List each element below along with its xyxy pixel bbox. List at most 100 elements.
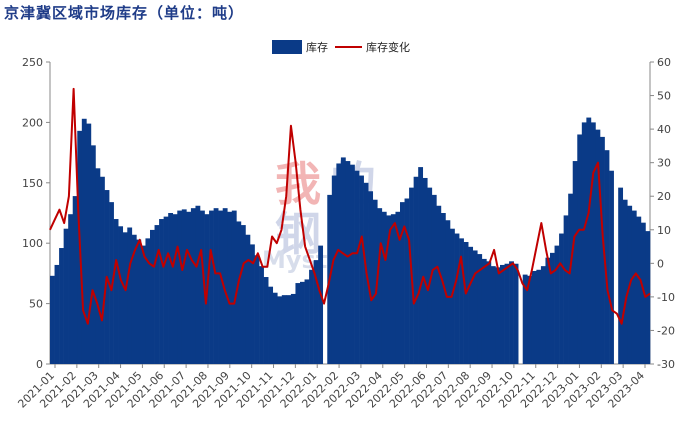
bar: [372, 199, 378, 364]
bar: [390, 214, 396, 364]
bar: [200, 210, 205, 364]
bar: [304, 279, 310, 364]
bar: [354, 170, 360, 364]
bar: [86, 123, 92, 364]
bar: [581, 122, 587, 365]
bar: [118, 226, 124, 364]
bar: [577, 134, 583, 364]
bar: [531, 270, 537, 364]
bar: [150, 229, 155, 364]
bar: [545, 257, 551, 364]
bar: [568, 193, 574, 364]
bar: [186, 211, 192, 364]
bar: [381, 211, 387, 364]
bar: [472, 250, 478, 364]
bar: [486, 261, 492, 364]
bar: [395, 211, 401, 364]
bar: [404, 198, 410, 364]
bar: [236, 221, 242, 364]
bar: [618, 187, 624, 364]
bar: [259, 266, 264, 364]
bar: [422, 177, 428, 364]
bar: [177, 210, 183, 364]
y-right-tick-label: -30: [657, 358, 675, 371]
bar: [445, 220, 451, 364]
bar: [490, 266, 496, 364]
bar: [63, 228, 69, 364]
y-left-tick-label: 150: [22, 177, 43, 190]
y-right-tick-label: -10: [657, 291, 675, 304]
y-right-tick-label: 40: [657, 123, 671, 136]
legend-swatch-bar: [272, 40, 302, 54]
line-series-path: [49, 87, 651, 325]
y-right-tick-label: 10: [657, 224, 671, 237]
bar: [190, 208, 196, 364]
bar: [509, 261, 514, 364]
bar: [159, 219, 164, 364]
bar: [254, 255, 260, 364]
bar: [418, 167, 424, 364]
bar: [131, 234, 137, 364]
y-right-tick-label: 50: [657, 90, 671, 103]
bar: [559, 233, 564, 364]
bar: [431, 194, 437, 364]
bar: [281, 295, 287, 364]
bar: [500, 264, 505, 364]
bar: [522, 274, 528, 364]
bar: [277, 296, 283, 364]
bar: [454, 233, 460, 364]
bar: [300, 281, 305, 364]
y-left-tick-label: 0: [36, 358, 43, 371]
bar: [181, 209, 187, 364]
bar: [50, 275, 55, 364]
bar: [572, 161, 578, 364]
bar: [622, 199, 628, 364]
bar: [413, 176, 419, 364]
bar: [168, 213, 174, 364]
bar: [195, 205, 201, 364]
bar: [636, 216, 642, 364]
bar: [81, 118, 87, 364]
bar: [309, 269, 314, 364]
bar: [600, 136, 605, 364]
bar: [90, 145, 96, 364]
line-series: [49, 87, 651, 325]
bar: [459, 238, 464, 364]
bar: [163, 216, 169, 364]
bar: [595, 129, 601, 364]
y-left-tick-label: 50: [29, 298, 43, 311]
bar: [100, 176, 105, 364]
bar: [59, 248, 64, 364]
bar: [513, 263, 519, 364]
bar: [268, 286, 274, 364]
bar: [245, 234, 251, 364]
bar: [286, 295, 292, 364]
bar: [145, 238, 151, 364]
y-right-tick-label: -20: [657, 324, 675, 337]
bar: [481, 258, 487, 364]
bar: [386, 215, 392, 364]
bar: [272, 292, 278, 364]
bar: [68, 214, 74, 364]
y-left-tick-label: 250: [22, 56, 43, 69]
bar: [554, 245, 560, 364]
bar: [213, 208, 219, 364]
bar: [263, 277, 269, 364]
bar: [504, 263, 510, 364]
y-right-tick-label: 20: [657, 190, 671, 203]
bar: [136, 239, 142, 364]
bar: [586, 117, 592, 365]
y-right-tick-label: 0: [657, 257, 664, 270]
bar: [240, 225, 246, 364]
bar: [590, 122, 596, 365]
bar: [331, 175, 337, 364]
bar: [154, 225, 160, 364]
legend-label-line: 库存变化: [366, 40, 410, 54]
y-left-tick-label: 100: [22, 237, 43, 250]
bar: [604, 150, 610, 364]
bar: [336, 163, 342, 364]
bar: [295, 283, 301, 364]
bar: [209, 210, 214, 364]
bar: [440, 213, 446, 364]
bar: [231, 210, 237, 364]
